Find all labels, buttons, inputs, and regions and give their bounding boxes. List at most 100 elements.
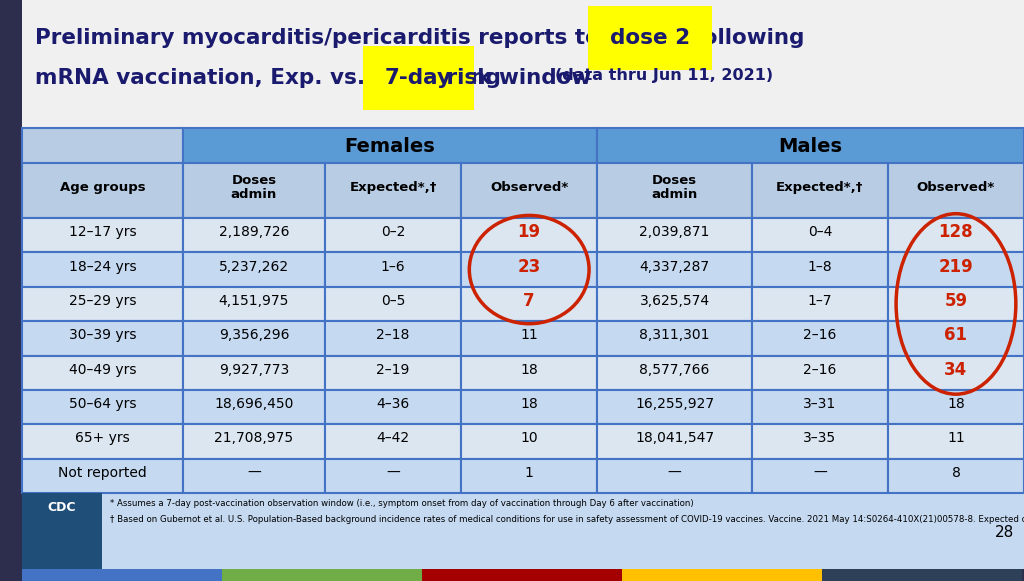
Text: 9,356,296: 9,356,296 — [219, 328, 289, 342]
FancyBboxPatch shape — [22, 163, 183, 218]
FancyBboxPatch shape — [183, 321, 325, 356]
Text: 5,237,262: 5,237,262 — [219, 260, 289, 274]
Text: (data thru Jun 11, 2021): (data thru Jun 11, 2021) — [555, 68, 773, 83]
FancyBboxPatch shape — [888, 321, 1024, 356]
FancyBboxPatch shape — [22, 493, 102, 569]
Text: Not reported: Not reported — [58, 466, 146, 480]
FancyBboxPatch shape — [888, 424, 1024, 458]
Text: * Assumes a 7-day post-vaccination observation window (i.e., symptom onset from : * Assumes a 7-day post-vaccination obser… — [110, 499, 693, 508]
FancyBboxPatch shape — [461, 287, 597, 321]
FancyBboxPatch shape — [461, 218, 597, 252]
Text: mRNA vaccination, Exp. vs. Obs. using: mRNA vaccination, Exp. vs. Obs. using — [35, 68, 508, 88]
Text: 40–49 yrs: 40–49 yrs — [69, 363, 136, 376]
FancyBboxPatch shape — [461, 252, 597, 287]
Text: 18: 18 — [520, 363, 538, 376]
FancyBboxPatch shape — [461, 321, 597, 356]
FancyBboxPatch shape — [597, 424, 752, 458]
FancyBboxPatch shape — [422, 569, 622, 581]
Text: 11: 11 — [947, 432, 965, 446]
FancyBboxPatch shape — [183, 424, 325, 458]
Text: 2–16: 2–16 — [803, 363, 837, 376]
Text: 65+ yrs: 65+ yrs — [75, 432, 130, 446]
Text: —: — — [247, 466, 261, 480]
Text: 28: 28 — [994, 525, 1014, 540]
FancyBboxPatch shape — [22, 458, 183, 493]
FancyBboxPatch shape — [752, 458, 888, 493]
Text: 219: 219 — [939, 257, 974, 275]
Text: 30–39 yrs: 30–39 yrs — [69, 328, 136, 342]
FancyBboxPatch shape — [597, 458, 752, 493]
Text: 0–4: 0–4 — [808, 225, 833, 239]
Text: 2–18: 2–18 — [377, 328, 410, 342]
FancyBboxPatch shape — [183, 356, 325, 390]
Text: 8,311,301: 8,311,301 — [639, 328, 710, 342]
Text: 16,255,927: 16,255,927 — [635, 397, 714, 411]
FancyBboxPatch shape — [888, 356, 1024, 390]
Text: Males: Males — [778, 137, 843, 156]
Text: —: — — [668, 466, 681, 480]
FancyBboxPatch shape — [888, 287, 1024, 321]
FancyBboxPatch shape — [622, 569, 822, 581]
FancyBboxPatch shape — [822, 569, 1022, 581]
FancyBboxPatch shape — [752, 424, 888, 458]
Text: Observed*: Observed* — [490, 181, 568, 194]
Text: 2,189,726: 2,189,726 — [219, 225, 289, 239]
Text: 50–64 yrs: 50–64 yrs — [69, 397, 136, 411]
Text: Preliminary myocarditis/pericarditis reports to VAERS following: Preliminary myocarditis/pericarditis rep… — [35, 28, 812, 48]
FancyBboxPatch shape — [22, 321, 183, 356]
FancyBboxPatch shape — [752, 390, 888, 424]
Text: 7-day: 7-day — [385, 68, 452, 88]
Text: 8,577,766: 8,577,766 — [639, 363, 710, 376]
Text: Expected*,†: Expected*,† — [776, 181, 863, 194]
Text: 1–6: 1–6 — [381, 260, 406, 274]
Text: 10: 10 — [520, 432, 538, 446]
Text: dose 2: dose 2 — [610, 28, 690, 48]
Text: Age groups: Age groups — [59, 181, 145, 194]
FancyBboxPatch shape — [888, 252, 1024, 287]
Text: 0–5: 0–5 — [381, 294, 406, 308]
FancyBboxPatch shape — [597, 287, 752, 321]
Text: 1–7: 1–7 — [808, 294, 833, 308]
FancyBboxPatch shape — [752, 252, 888, 287]
FancyBboxPatch shape — [22, 218, 183, 252]
FancyBboxPatch shape — [183, 458, 325, 493]
FancyBboxPatch shape — [183, 218, 325, 252]
FancyBboxPatch shape — [325, 218, 461, 252]
Text: 61: 61 — [944, 327, 968, 345]
FancyBboxPatch shape — [22, 569, 222, 581]
Text: 12–17 yrs: 12–17 yrs — [69, 225, 136, 239]
Text: 23: 23 — [517, 257, 541, 275]
FancyBboxPatch shape — [888, 458, 1024, 493]
FancyBboxPatch shape — [461, 163, 597, 218]
Text: Observed*: Observed* — [916, 181, 995, 194]
Text: 19: 19 — [517, 223, 541, 241]
FancyBboxPatch shape — [183, 287, 325, 321]
FancyBboxPatch shape — [461, 356, 597, 390]
FancyBboxPatch shape — [22, 424, 183, 458]
Text: 34: 34 — [944, 361, 968, 379]
FancyBboxPatch shape — [888, 218, 1024, 252]
Text: CDC: CDC — [48, 501, 76, 514]
FancyBboxPatch shape — [183, 252, 325, 287]
FancyBboxPatch shape — [597, 218, 752, 252]
Text: 18,696,450: 18,696,450 — [214, 397, 294, 411]
FancyBboxPatch shape — [325, 424, 461, 458]
Text: Females: Females — [345, 137, 435, 156]
Text: 0–2: 0–2 — [381, 225, 406, 239]
FancyBboxPatch shape — [22, 287, 183, 321]
Text: 1–8: 1–8 — [808, 260, 833, 274]
Text: 59: 59 — [944, 292, 968, 310]
FancyBboxPatch shape — [183, 163, 325, 218]
FancyBboxPatch shape — [461, 390, 597, 424]
FancyBboxPatch shape — [461, 424, 597, 458]
Text: 4,151,975: 4,151,975 — [219, 294, 289, 308]
FancyBboxPatch shape — [22, 390, 183, 424]
FancyBboxPatch shape — [22, 252, 183, 287]
FancyBboxPatch shape — [222, 569, 422, 581]
FancyBboxPatch shape — [888, 390, 1024, 424]
FancyBboxPatch shape — [325, 252, 461, 287]
Text: 18: 18 — [520, 397, 538, 411]
FancyBboxPatch shape — [22, 493, 1024, 569]
FancyBboxPatch shape — [183, 390, 325, 424]
FancyBboxPatch shape — [22, 356, 183, 390]
